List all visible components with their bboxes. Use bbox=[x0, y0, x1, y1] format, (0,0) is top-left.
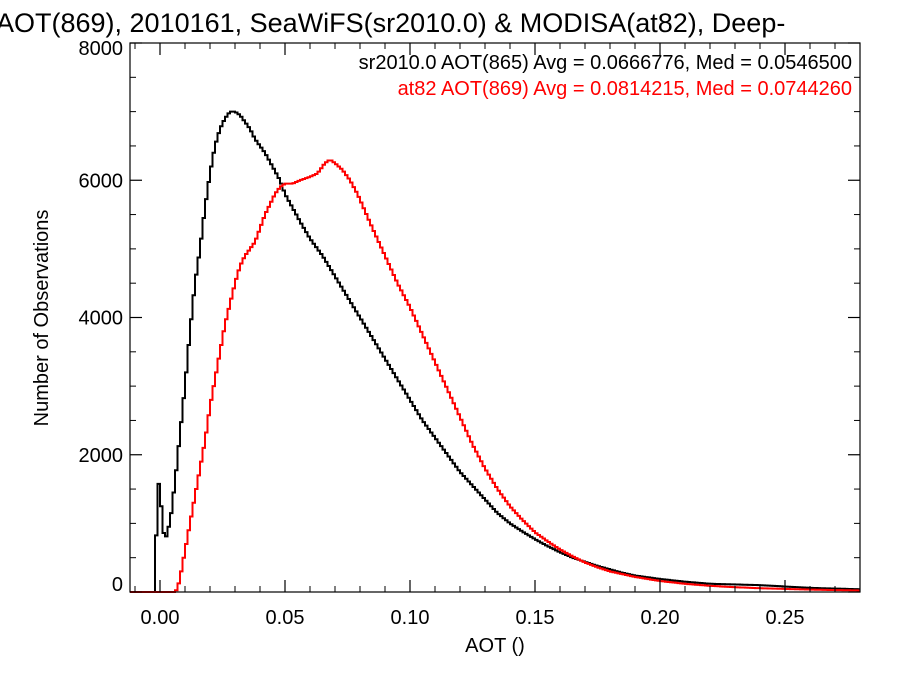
series-line-0 bbox=[130, 110, 860, 593]
chart-title: AOT(869), 2010161, SeaWiFS(sr2010.0) & M… bbox=[0, 8, 785, 38]
x-tick-label: 0.10 bbox=[391, 607, 430, 629]
series-layer bbox=[130, 110, 860, 593]
series-line-1 bbox=[130, 159, 860, 593]
x-tick-label: 0.05 bbox=[266, 607, 305, 629]
y-tick-label: 8000 bbox=[79, 38, 124, 60]
x-tick-label: 0.25 bbox=[766, 607, 805, 629]
legend-entry-at82: at82 AOT(869) Avg = 0.0814215, Med = 0.0… bbox=[398, 78, 852, 100]
x-tick-label: 0.20 bbox=[641, 607, 680, 629]
y-tick-label: 0 bbox=[112, 574, 123, 596]
y-tick-label: 6000 bbox=[79, 170, 124, 192]
y-tick-label: 4000 bbox=[79, 308, 124, 330]
legend-entry-sr2010: sr2010.0 AOT(865) Avg = 0.0666776, Med =… bbox=[359, 52, 852, 74]
x-tick-label: 0.15 bbox=[516, 607, 555, 629]
y-tick-label: 2000 bbox=[79, 445, 124, 467]
x-tick-label: 0.00 bbox=[141, 607, 180, 629]
x-axis-label: AOT () bbox=[465, 635, 525, 657]
axis-layer: 0.00 0.05 0.10 0.15 0.20 0.25 0 2000 4000 6000 800… bbox=[79, 38, 861, 629]
y-axis-label: Number of Observations bbox=[31, 210, 53, 427]
